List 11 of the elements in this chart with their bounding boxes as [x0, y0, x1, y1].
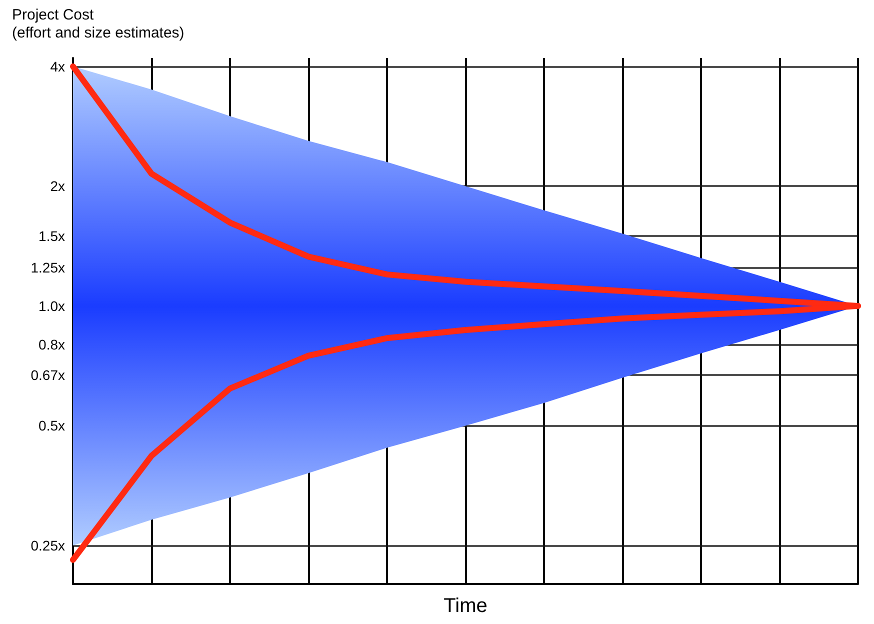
- y-tick-label: 1.0x: [38, 298, 65, 314]
- y-tick-label: 1.25x: [30, 259, 65, 276]
- y-tick-label: 2x: [50, 178, 65, 194]
- y-tick-label: 0.5x: [38, 418, 65, 434]
- y-tick-label: 0.8x: [38, 336, 65, 352]
- y-tick-label: 0.67x: [30, 367, 65, 384]
- x-axis-title: Time: [444, 595, 488, 617]
- y-axis-title: Project Cost (effort and size estimates): [12, 6, 184, 42]
- y-tick-label: 1.5x: [38, 228, 65, 244]
- y-tick-label: 4x: [50, 58, 65, 74]
- y-tick-label: 0.25x: [30, 537, 65, 554]
